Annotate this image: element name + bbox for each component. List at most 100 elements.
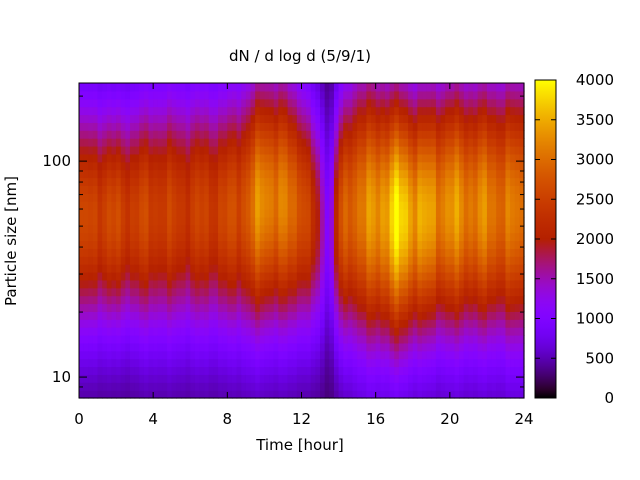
heatmap-cell: [435, 216, 442, 226]
heatmap-cell: [292, 327, 298, 336]
heatmap-cell: [185, 130, 191, 139]
heatmap-cell: [329, 311, 335, 320]
heatmap-cell: [148, 169, 154, 179]
heatmap-cell: [255, 209, 261, 218]
heatmap-cell: [371, 216, 377, 226]
heatmap-cell: [231, 287, 238, 297]
heatmap-cell: [180, 209, 187, 218]
heatmap-cell: [227, 90, 233, 100]
heatmap-cell: [491, 335, 497, 344]
heatmap-cell: [417, 374, 423, 383]
heatmap-cell: [106, 83, 113, 92]
heatmap-cell: [218, 209, 224, 218]
heatmap-cell: [143, 287, 150, 297]
heatmap-cell: [116, 177, 122, 186]
heatmap-cell: [143, 342, 150, 352]
heatmap-cell: [231, 201, 238, 210]
heatmap-cell: [134, 232, 140, 242]
heatmap-cell: [204, 350, 210, 360]
heatmap-cell: [477, 201, 483, 210]
heatmap-cell: [185, 319, 191, 328]
heatmap-cell: [269, 122, 275, 131]
heatmap-cell: [185, 335, 191, 344]
heatmap-cell: [250, 201, 256, 210]
heatmap-cell: [157, 146, 164, 155]
heatmap-cell: [143, 311, 150, 320]
heatmap-cell: [269, 287, 275, 297]
heatmap-cell: [227, 216, 233, 226]
heatmap-cell: [259, 114, 266, 123]
heatmap-cell: [157, 209, 164, 218]
heatmap-cell: [255, 382, 261, 391]
heatmap-cell: [347, 303, 354, 312]
heatmap-cell: [398, 264, 405, 273]
heatmap-cell: [292, 335, 298, 344]
heatmap-cell: [125, 98, 131, 108]
heatmap-cell: [380, 146, 386, 155]
heatmap-cell: [185, 350, 191, 360]
heatmap-cell: [296, 350, 303, 360]
heatmap-cell: [375, 240, 381, 249]
heatmap-cell: [445, 342, 451, 352]
heatmap-cell: [422, 390, 428, 399]
heatmap-cell: [375, 169, 381, 179]
heatmap-cell: [449, 342, 456, 352]
heatmap-cell: [148, 224, 154, 234]
heatmap-cell: [366, 114, 372, 123]
heatmap-cell: [157, 83, 164, 92]
heatmap-cell: [440, 122, 446, 131]
heatmap-cell: [139, 319, 145, 328]
heatmap-cell: [125, 311, 131, 320]
heatmap-cell: [347, 390, 354, 399]
heatmap-cell: [426, 264, 432, 273]
heatmap-cell: [361, 185, 367, 194]
heatmap-cell: [347, 106, 354, 116]
heatmap-cell: [153, 130, 159, 139]
heatmap-cell: [366, 106, 372, 116]
heatmap-cell: [398, 287, 405, 297]
heatmap-cell: [449, 83, 456, 92]
heatmap-cell: [282, 374, 289, 383]
heatmap-cell: [343, 161, 349, 171]
heatmap-cell: [213, 272, 219, 281]
heatmap-cell: [92, 193, 99, 202]
heatmap-cell: [83, 138, 89, 147]
heatmap-cell: [491, 90, 497, 100]
heatmap-cell: [125, 303, 131, 312]
heatmap-cell: [255, 114, 261, 123]
heatmap-cell: [449, 240, 456, 249]
heatmap-cell: [417, 153, 423, 163]
heatmap-cell: [482, 153, 488, 163]
heatmap-cell: [408, 232, 414, 242]
heatmap-cell: [403, 153, 409, 163]
heatmap-cell: [306, 193, 312, 202]
heatmap-cell: [79, 240, 85, 249]
heatmap-cell: [227, 287, 233, 297]
heatmap-cell: [264, 264, 270, 273]
heatmap-cell: [250, 272, 256, 281]
heatmap-cell: [477, 161, 483, 171]
heatmap-cell: [496, 185, 502, 194]
heatmap-cell: [343, 311, 349, 320]
heatmap-cell: [449, 390, 456, 399]
heatmap-cell: [320, 185, 326, 194]
heatmap-cell: [218, 122, 224, 131]
heatmap-cell: [343, 169, 349, 179]
heatmap-cell: [292, 138, 298, 147]
heatmap-cell: [408, 303, 414, 312]
heatmap-cell: [250, 83, 256, 92]
heatmap-cell: [473, 216, 479, 226]
heatmap-cell: [510, 185, 516, 194]
heatmap-cell: [259, 138, 266, 147]
heatmap-cell: [162, 327, 168, 336]
heatmap-cell: [468, 232, 474, 242]
heatmap-cell: [167, 209, 173, 218]
heatmap-cell: [463, 311, 469, 320]
heatmap-cell: [120, 130, 126, 139]
heatmap-cell: [315, 130, 321, 139]
heatmap-cell: [296, 216, 303, 226]
heatmap-cell: [486, 366, 493, 375]
heatmap-cell: [287, 193, 293, 202]
heatmap-cell: [116, 216, 122, 226]
heatmap-cell: [384, 303, 391, 312]
